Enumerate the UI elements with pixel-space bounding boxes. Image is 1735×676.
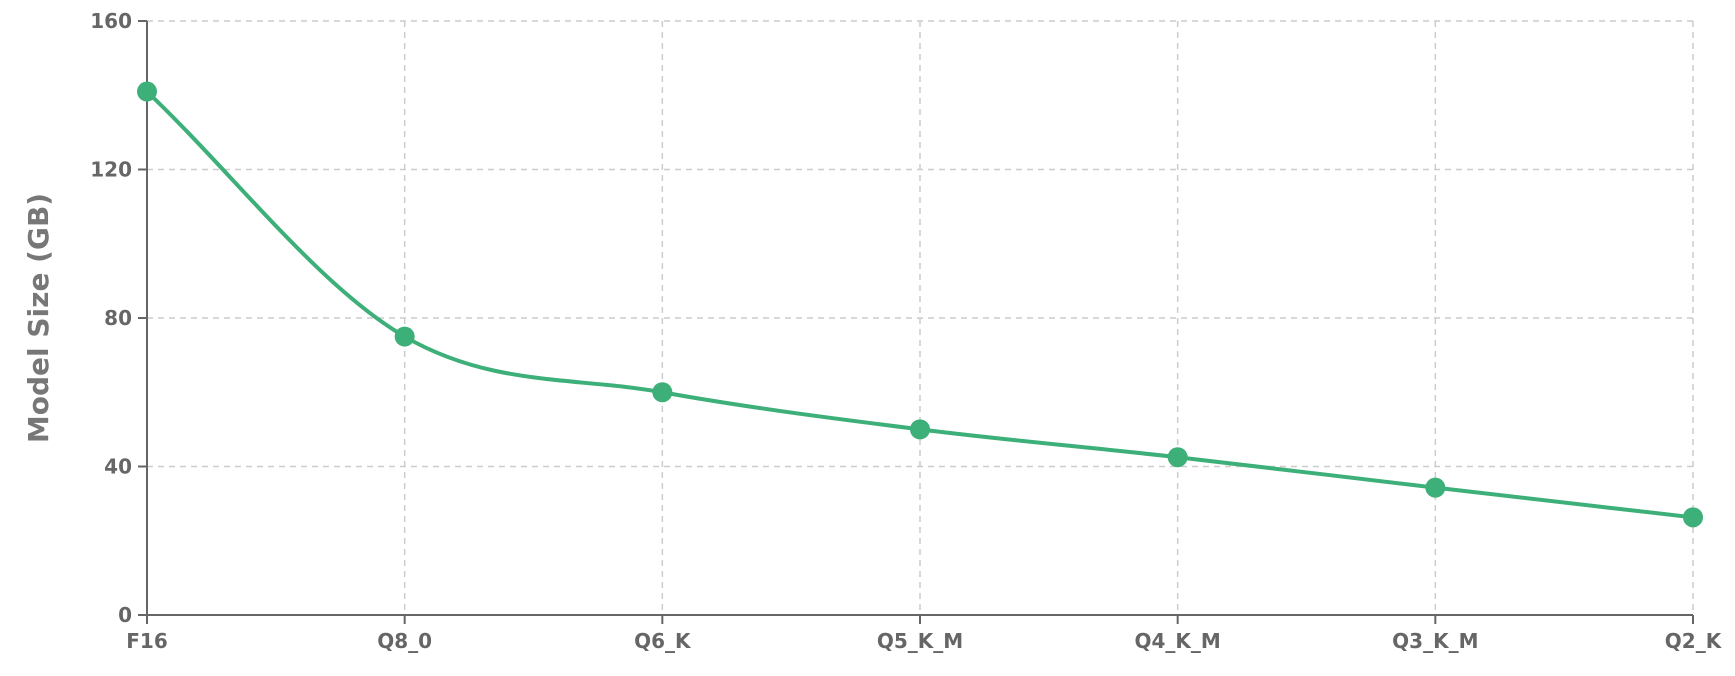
- y-tick-label: 120: [90, 158, 132, 182]
- data-point[interactable]: [652, 382, 673, 403]
- data-point[interactable]: [394, 326, 415, 347]
- data-point[interactable]: [1167, 447, 1188, 468]
- y-tick-label: 160: [90, 9, 132, 33]
- x-tick-label: F16: [126, 629, 168, 653]
- x-tick-label: Q5_K_M: [877, 629, 963, 653]
- data-point[interactable]: [910, 419, 930, 440]
- data-point[interactable]: [137, 81, 157, 102]
- x-tick-label: Q6_K: [634, 629, 692, 653]
- labels-layer: Model Size (GB): [22, 193, 55, 443]
- x-tick-label: Q8_0: [377, 629, 432, 653]
- axes-layer: 0 40 80 120 160 F16 Q8_0 Q6_K Q5_K_M Q4_K_M Q3_K_M…: [90, 9, 1722, 653]
- y-tick-label: 0: [118, 603, 132, 627]
- y-tick-label: 80: [104, 306, 132, 330]
- x-tick-label: Q2_K: [1665, 629, 1723, 653]
- x-tick-label: Q4_K_M: [1135, 629, 1221, 653]
- data-point[interactable]: [1683, 507, 1703, 528]
- x-tick-label: Q3_K_M: [1392, 629, 1478, 653]
- data-point[interactable]: [1425, 477, 1446, 498]
- y-tick-label: 40: [104, 455, 132, 479]
- y-axis-title: Model Size (GB): [22, 193, 55, 443]
- series-layer: [137, 81, 1703, 528]
